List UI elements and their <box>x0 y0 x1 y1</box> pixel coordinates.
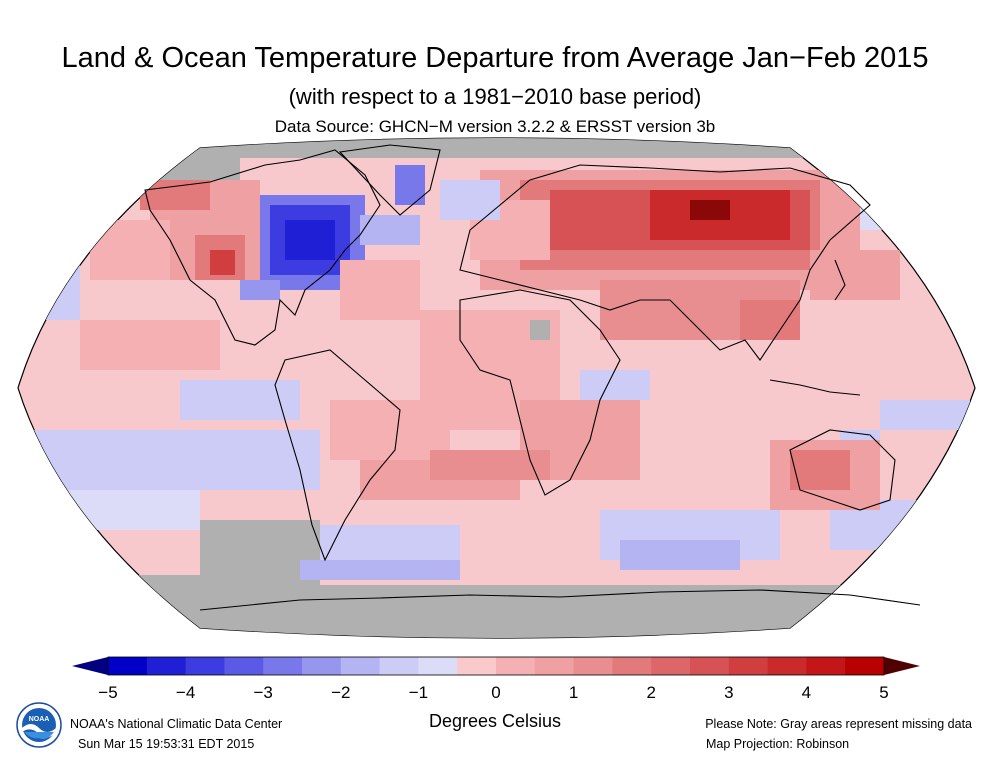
colorbar-cell <box>728 657 769 675</box>
colorbar-cell <box>379 657 419 675</box>
tick-label: 4 <box>801 683 812 702</box>
tick-label: 5 <box>879 683 889 702</box>
colorbar-cell <box>263 657 303 675</box>
tick-label: −2 <box>331 683 351 702</box>
tick-label: 2 <box>646 683 656 702</box>
antarctica-coast <box>199 589 921 611</box>
map-title: Land & Ocean Temperature Departure from … <box>61 42 929 74</box>
greenland-coast <box>338 144 441 216</box>
tick-label: −1 <box>408 683 429 702</box>
tick-label: 1 <box>568 683 579 702</box>
eurasia-coast <box>459 164 871 361</box>
colorbar-cell <box>302 657 342 675</box>
unit-label: Degrees Celsius <box>428 711 562 731</box>
africa-coast <box>459 289 621 496</box>
data-source-label: Data Source: GHCN−M version 3.2.2 & ERSS… <box>274 117 716 136</box>
tick-label: −3 <box>253 683 273 702</box>
tick-label: −4 <box>175 683 196 702</box>
svg-text:NOAA: NOAA <box>29 716 50 723</box>
map-subtitle: (with respect to a 1981−2010 base period… <box>288 84 702 109</box>
colorbar-cell <box>146 657 187 675</box>
timestamp-label: Sun Mar 15 19:53:31 EDT 2015 <box>78 737 255 751</box>
australia-coast <box>789 429 896 511</box>
projection-note: Map Projection: Robinson <box>706 737 850 751</box>
colorbar-high-extreme <box>884 657 920 675</box>
colorbar-cell <box>690 657 730 675</box>
coastlines <box>144 144 921 611</box>
colorbar-cell <box>767 657 807 675</box>
north-america-coast <box>144 149 381 346</box>
indonesia-coast <box>769 379 861 396</box>
org-label: NOAA's National Climatic Data Center <box>70 717 283 731</box>
missing-data-note: Please Note: Gray areas represent missin… <box>705 717 972 731</box>
colorbar-cell <box>457 657 497 675</box>
colorbar-frame <box>107 656 885 676</box>
colorbar-cell <box>496 657 536 675</box>
colorbar-cell <box>612 657 652 675</box>
noaa-logo: NOAA <box>16 702 62 748</box>
colorbar-cell <box>418 657 458 675</box>
tick-label: 0 <box>491 683 501 702</box>
colorbar-cell <box>845 657 885 675</box>
tick-label: 3 <box>724 683 734 702</box>
south-america-coast <box>274 349 401 562</box>
japan-coast <box>834 259 846 301</box>
colorbar-cell <box>108 657 148 675</box>
colorbar-cell <box>534 657 575 675</box>
colorbar-cell <box>340 657 381 675</box>
colorbar-cell <box>651 657 691 675</box>
colorbar-low-extreme <box>72 657 108 675</box>
tick-label: −5 <box>98 683 118 702</box>
colorbar-cell <box>806 657 846 675</box>
colorbar-cell <box>573 657 613 675</box>
colorbar-cell <box>224 657 264 675</box>
colorbar-cell <box>185 657 225 675</box>
colorbar-cells <box>108 657 885 675</box>
